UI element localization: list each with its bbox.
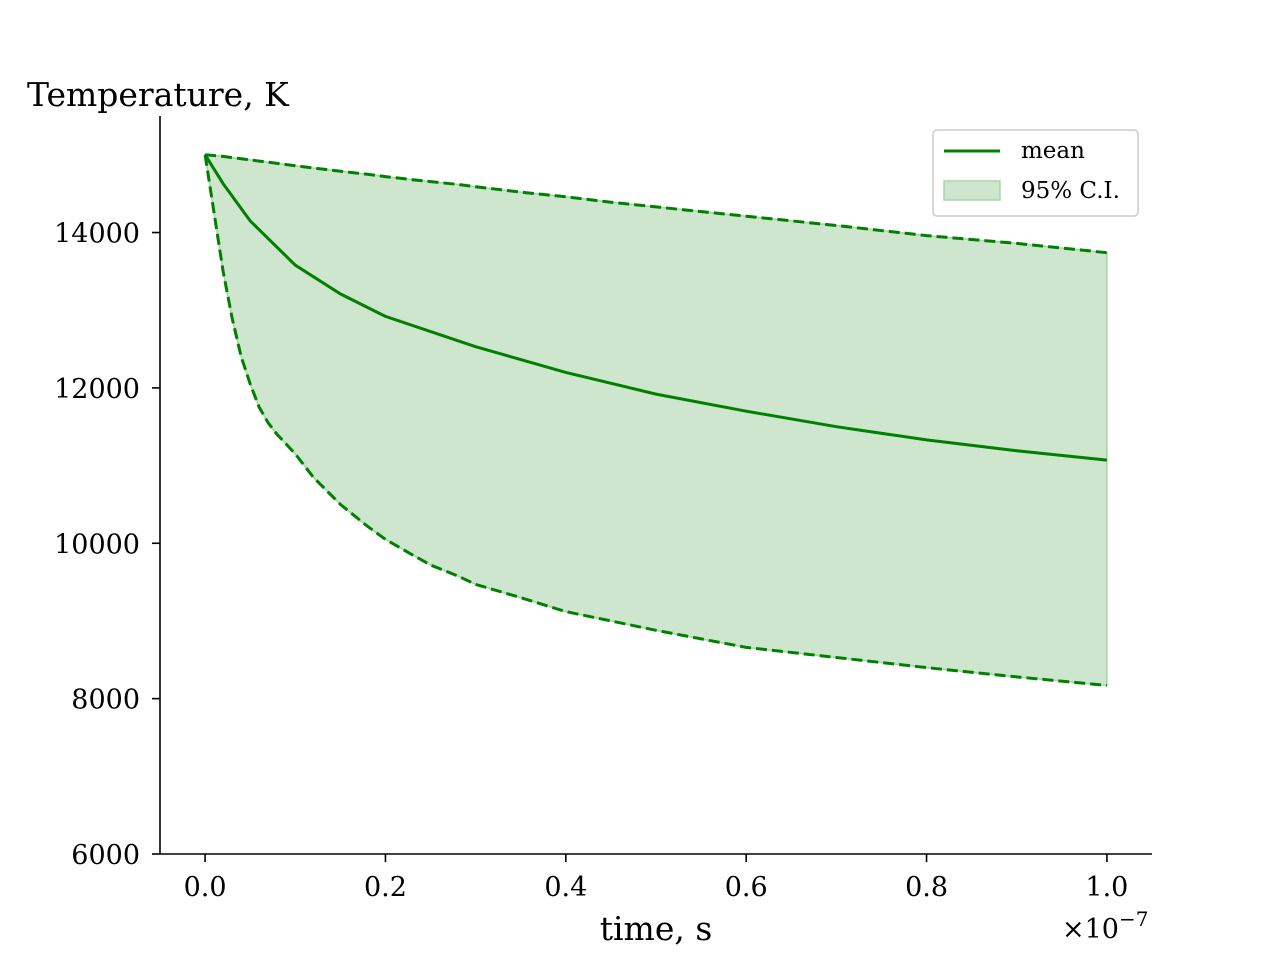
y-tick-label: 8000 bbox=[71, 685, 140, 716]
legend-ci-swatch bbox=[943, 180, 1001, 201]
plot-area bbox=[203, 153, 1108, 687]
axes: 0.0 0.2 0.4 0.6 0.8 1.0 6000 8000 10000 12000 1400… bbox=[54, 116, 1152, 903]
x-offset-exponent: −7 bbox=[1119, 907, 1148, 931]
x-tick-label: 1.0 bbox=[1085, 872, 1128, 903]
legend-ci-label: 95% C.I. bbox=[1021, 178, 1120, 204]
x-tick-label: 0.2 bbox=[364, 872, 407, 903]
legend-mean-label: mean bbox=[1021, 138, 1085, 164]
x-offset-label: ×10−7 bbox=[1062, 907, 1148, 945]
series-line-0 bbox=[203, 154, 1108, 462]
legend: mean 95% C.I. bbox=[932, 129, 1139, 217]
y-tick-label: 10000 bbox=[54, 529, 140, 560]
x-axis-title: time, s bbox=[600, 909, 713, 948]
y-tick-label: 12000 bbox=[54, 374, 140, 405]
ci-lower-line bbox=[203, 154, 1108, 687]
x-tick-label: 0.8 bbox=[905, 872, 948, 903]
y-axis-title: Temperature, K bbox=[27, 75, 290, 114]
y-tick-label: 6000 bbox=[71, 840, 140, 871]
x-offset-base: ×10 bbox=[1062, 914, 1119, 945]
x-tick-label: 0.6 bbox=[725, 872, 768, 903]
x-tick-label: 0.0 bbox=[184, 872, 227, 903]
y-tick-label: 14000 bbox=[54, 219, 140, 250]
ci-band bbox=[204, 153, 1108, 687]
x-tick-label: 0.4 bbox=[544, 872, 587, 903]
ci-upper-line bbox=[204, 153, 1108, 255]
